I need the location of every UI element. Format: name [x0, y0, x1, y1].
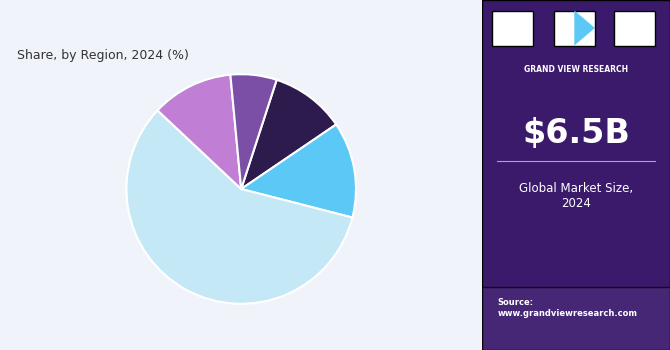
Text: GRAND VIEW RESEARCH: GRAND VIEW RESEARCH — [524, 65, 628, 75]
FancyBboxPatch shape — [492, 10, 533, 46]
Wedge shape — [241, 80, 336, 189]
Wedge shape — [127, 110, 352, 304]
Text: Source:
www.grandviewresearch.com: Source: www.grandviewresearch.com — [497, 298, 637, 318]
FancyBboxPatch shape — [482, 0, 670, 350]
Text: Global Market Size,
2024: Global Market Size, 2024 — [519, 182, 633, 210]
Wedge shape — [241, 125, 356, 218]
Wedge shape — [230, 74, 277, 189]
Text: Share, by Region, 2024 (%): Share, by Region, 2024 (%) — [17, 49, 189, 63]
Text: $6.5B: $6.5B — [522, 117, 630, 149]
FancyBboxPatch shape — [614, 10, 655, 46]
FancyBboxPatch shape — [482, 287, 670, 350]
Polygon shape — [574, 10, 595, 46]
FancyBboxPatch shape — [553, 10, 595, 46]
Wedge shape — [157, 75, 241, 189]
